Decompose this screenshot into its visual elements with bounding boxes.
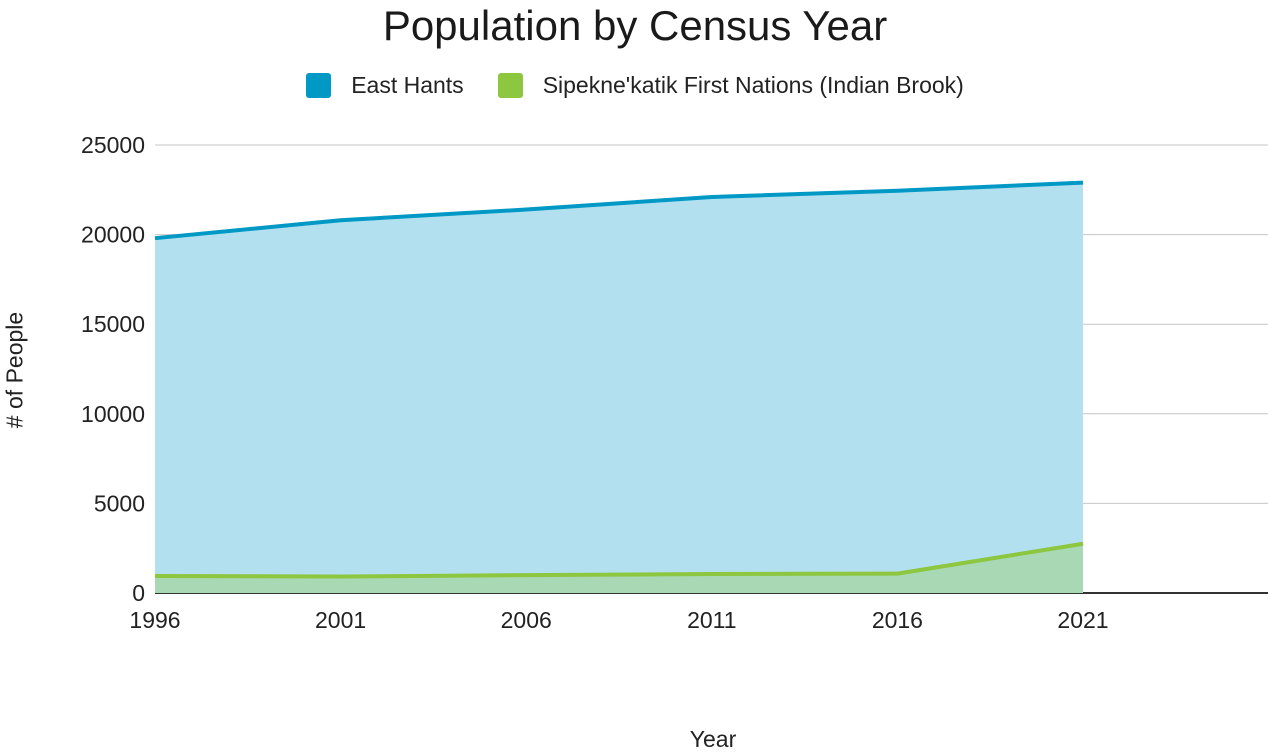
legend: East Hants Sipekne'katik First Nations (… (0, 72, 1270, 99)
chart-title: Population by Census Year (382, 2, 888, 49)
y-tick-label-1: 5000 (94, 490, 145, 516)
series-areas (155, 182, 1083, 593)
series-area-1 (155, 543, 1083, 593)
x-tick-label-4: 2016 (872, 607, 923, 633)
legend-item-east-hants[interactable]: East Hants (306, 72, 464, 99)
y-ticks: 0 5000 10000 15000 20000 25000 (81, 132, 145, 606)
series-lines (154, 180, 1084, 579)
y-tick-label-5: 25000 (81, 132, 145, 158)
legend-label-east-hants: East Hants (351, 72, 464, 98)
x-tick-label-1: 2001 (315, 607, 366, 633)
y-tick-label-4: 20000 (81, 222, 145, 248)
x-tick-label-2: 2006 (501, 607, 552, 633)
series-line-0 (154, 180, 1084, 241)
series-line-1 (154, 541, 1084, 579)
x-axis-label: Year (689, 726, 737, 752)
legend-swatch-sipeknekatik (497, 73, 523, 98)
y-tick-label-3: 15000 (81, 311, 145, 337)
y-tick-label-2: 10000 (81, 401, 145, 427)
x-tick-label-3: 2011 (687, 607, 736, 633)
series-area-0 (155, 182, 1083, 593)
legend-item-sipeknekatik[interactable]: Sipekne'katik First Nations (Indian Broo… (497, 72, 964, 99)
y-tick-label-0: 0 (132, 580, 145, 606)
x-tick-label-0: 1996 (129, 607, 180, 633)
legend-swatch-east-hants (306, 73, 332, 98)
legend-label-sipeknekatik: Sipekne'katik First Nations (Indian Broo… (542, 72, 964, 98)
x-ticks: 1996 2001 2006 2011 2016 2021 (129, 607, 1108, 633)
x-tick-label-5: 2021 (1057, 607, 1108, 633)
